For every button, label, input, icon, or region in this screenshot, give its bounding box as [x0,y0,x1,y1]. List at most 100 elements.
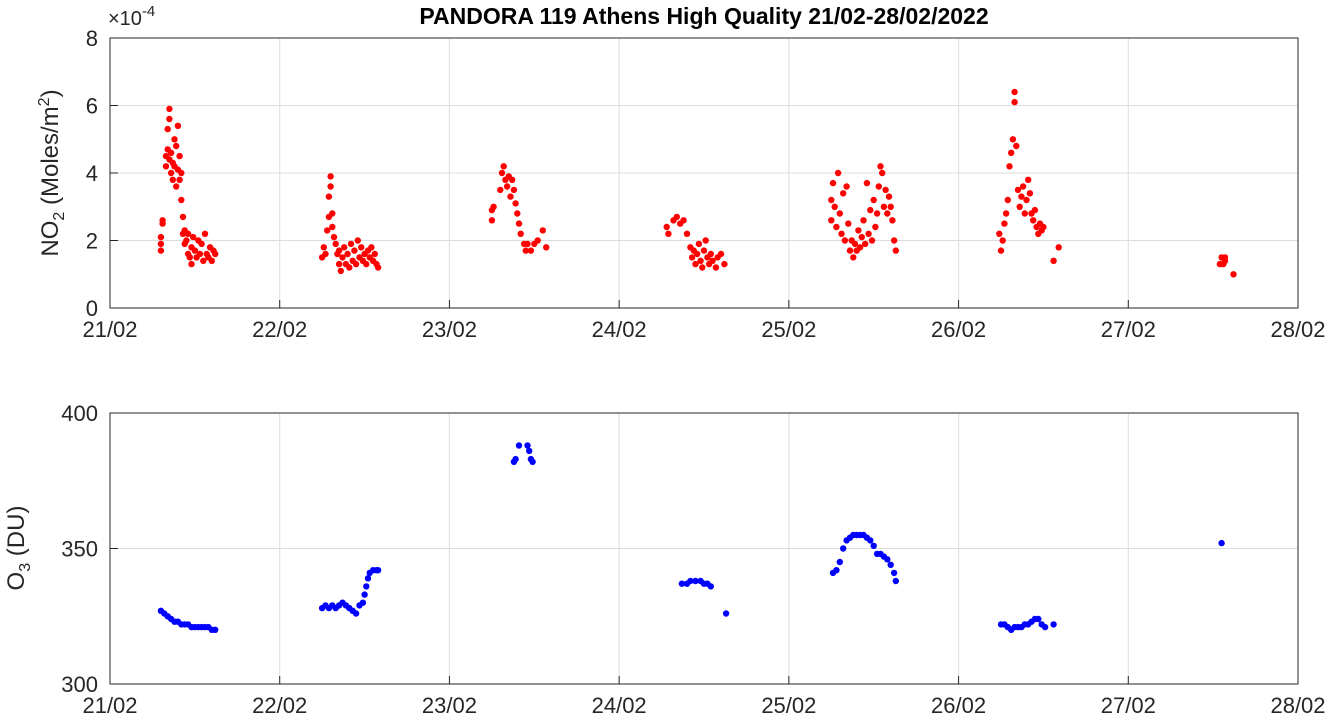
no2-data-point [371,250,378,258]
no2-data-point [157,247,165,254]
no2-data-point [885,193,893,200]
no2-y-tick-label: 2 [86,229,98,254]
o3-data-point [512,455,519,463]
no2-data-point [324,227,331,234]
no2-data-point [329,223,336,231]
o3-data-point [1218,539,1225,547]
no2-data-point [352,260,360,268]
no2-data-point [831,203,838,210]
o3-data-point [692,577,699,585]
o3-data-point [884,556,891,563]
no2-data-point [498,169,506,177]
no2-data-point [887,203,894,210]
no2-data-point [841,237,849,244]
no2-data-point [196,250,204,258]
o3-y-tick-label: 350 [61,537,98,562]
no2-data-point [344,250,351,258]
no2-data-point [700,247,708,254]
no2-data-point [368,244,375,251]
no2-data-point [157,233,165,241]
no2-data-point [173,142,180,150]
o3-y-tick-label: 400 [61,401,98,426]
o3-data-point [707,583,714,590]
no2-data-point [515,220,523,227]
no2-data-point [174,122,182,129]
no2-data-point [1011,88,1018,96]
no2-data-point [1023,196,1030,204]
no2-data-point [829,179,837,187]
o3-data-point [890,569,898,577]
no2-x-tick-label: 28/02 [1270,317,1325,342]
no2-data-point [332,240,339,248]
no2-data-point [860,217,867,224]
no2-data-point [889,217,896,224]
no2-x-tick-label: 26/02 [931,317,986,342]
no2-data-point [327,183,334,190]
o3-grid [110,413,1298,684]
no2-data-point [514,210,521,217]
no2-data-point [490,203,497,210]
no2-data-point [188,260,195,268]
no2-data-point [176,176,183,183]
o3-data-point [870,542,877,549]
no2-data-point [834,169,842,177]
chart-title: PANDORA 119 Athens High Quality 21/02-28… [419,3,988,29]
no2-y-tick-label: 0 [86,296,98,321]
no2-data-point [882,186,889,194]
no2-data-point [330,233,338,241]
no2-data-point [663,223,670,231]
no2-data-point [339,254,346,261]
o3-ylabel-main: O [3,572,30,591]
o3-data-point [867,537,874,544]
no2-ticks: 21/02 22/02 23/02 24/02 25/02 26/02 27/02 28/02… [82,26,1325,342]
no2-data-point [858,233,865,241]
no2-data-point [996,230,1003,237]
o3-x-tick-label: 26/02 [931,693,986,718]
no2-data-point [327,173,334,180]
no2-ylabel-unit: (Moles/m [37,106,64,211]
no2-data-point [539,227,546,234]
no2-data-point [497,186,504,194]
no2-panel: 21/02 22/02 23/02 24/02 25/02 26/02 27/02 28/02… [36,3,1326,342]
no2-data-point [1019,183,1027,190]
o3-data-point [687,577,694,585]
no2-data-point [358,244,365,251]
no2-data-point [1055,244,1062,251]
no2-data-point [840,190,847,197]
no2-data-point [843,183,850,190]
o3-data-point [529,458,536,465]
no2-data-point [851,240,859,248]
no2-data-point [694,250,701,258]
no2-data-point [208,257,215,264]
no2-data-point [850,254,857,261]
no2-data-point [1018,193,1025,200]
no2-data-point [873,210,881,217]
no2-data-point [856,244,864,251]
no2-data-point [673,213,680,221]
no2-data-point [1050,257,1057,264]
o3-data-point [361,591,368,598]
o3-data-point [352,610,360,617]
no2-data-point [868,237,876,244]
no2-data-point [354,237,361,244]
no2-data-point [164,125,171,133]
no2-data-point [335,247,343,254]
no2-data-point [346,264,353,271]
o3-data-point [363,583,370,590]
no2-data-point [865,230,872,237]
no2-data-point [1016,203,1023,210]
no2-data-point [707,250,714,258]
no2-data-point [184,230,192,237]
no2-multiplier-exp: -4 [142,3,155,20]
o3-ylabel-unit: (DU) [3,506,30,563]
no2-data-point [329,210,336,217]
o3-y-tick-label: 300 [61,672,98,697]
o3-x-tick-label: 24/02 [592,693,647,718]
o3-x-tick-label: 23/02 [422,693,477,718]
no2-data-point [1031,206,1039,214]
no2-data-point [870,196,877,204]
o3-data-point [1041,623,1049,631]
no2-data-point [200,257,207,264]
no2-data-point [697,257,704,264]
no2-data-point [507,193,514,200]
